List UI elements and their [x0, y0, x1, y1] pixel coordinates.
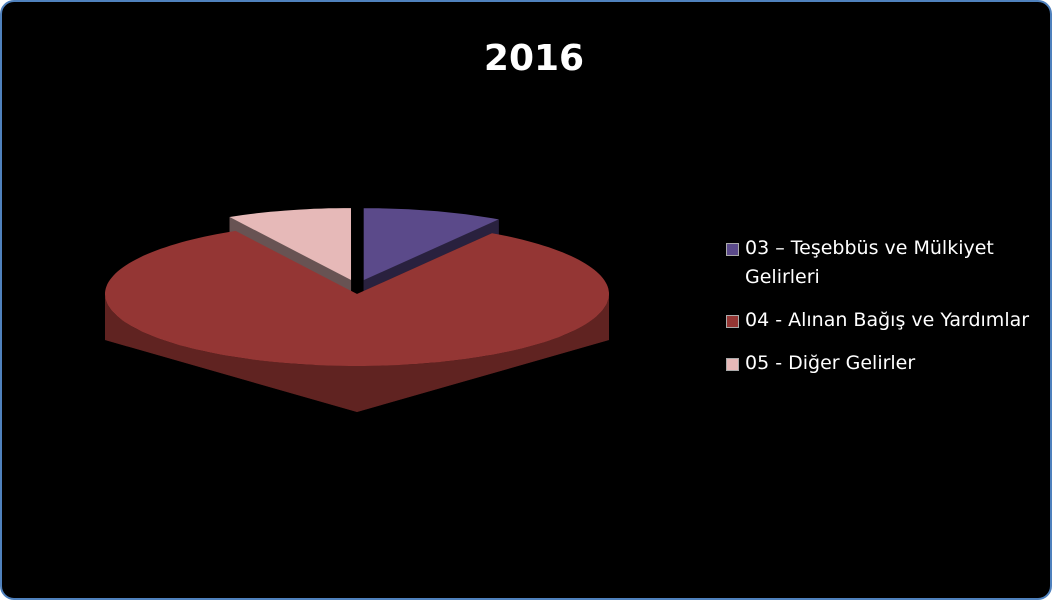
legend-label: 04 - Alınan Bağış ve Yardımlar: [745, 309, 1030, 331]
slice-shade: [105, 294, 609, 412]
legend-item: 05 - Diğer Gelirler: [726, 349, 1046, 378]
chart-title: 2016: [484, 38, 584, 79]
slice-side: [105, 294, 609, 412]
legend: 03 – Teşebbüs ve Mülkiyet Gelirleri 04 - …: [726, 234, 1046, 392]
slice: [105, 230, 609, 366]
legend-item: 03 – Teşebbüs ve Mülkiyet Gelirleri: [726, 234, 1046, 292]
slice: [363, 208, 499, 281]
legend-swatch: [726, 358, 739, 371]
legend-item: 04 - Alınan Bağış ve Yardımlar: [726, 306, 1046, 335]
slice: [229, 208, 352, 281]
legend-label: 03 – Teşebbüs ve Mülkiyet Gelirleri: [745, 237, 994, 288]
legend-swatch: [726, 243, 739, 256]
legend-label: 05 - Diğer Gelirler: [745, 352, 916, 374]
legend-swatch: [726, 315, 739, 328]
